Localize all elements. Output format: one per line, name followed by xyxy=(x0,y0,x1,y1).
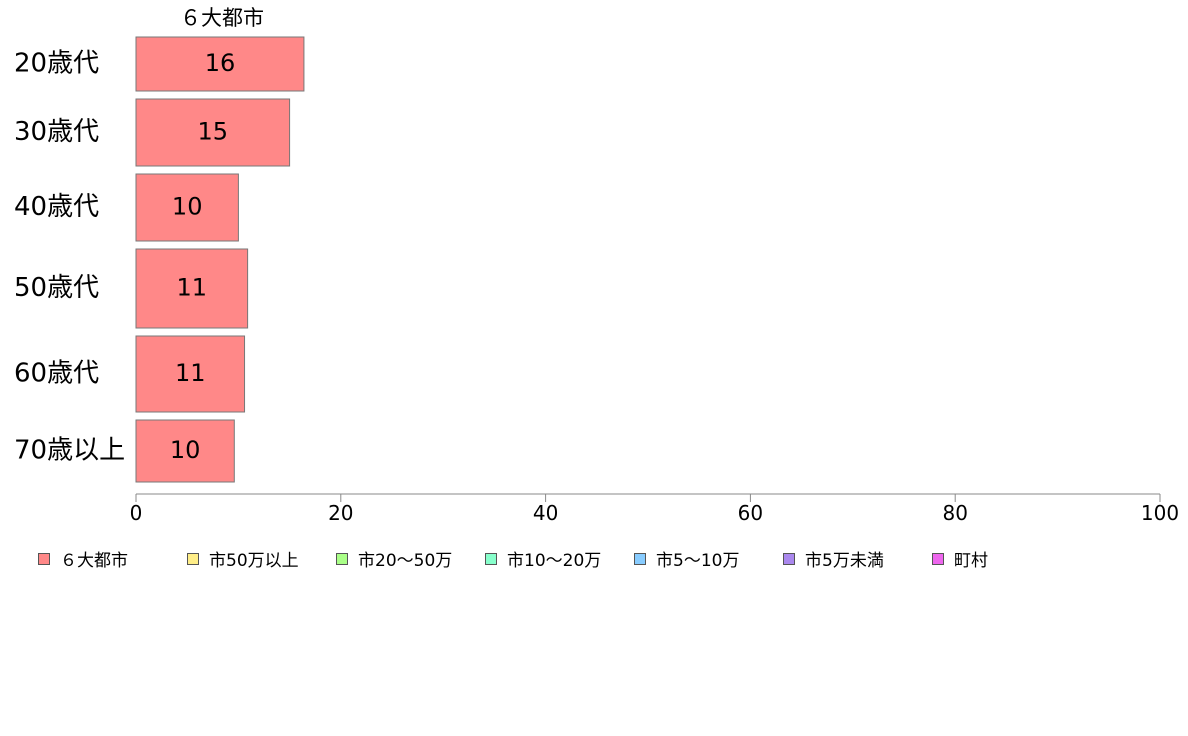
bar xyxy=(135,98,291,167)
bars-group: 20歳代 16 30歳代 15 40歳代 10 50歳代 11 60歳代 11 70歳以上 10 xyxy=(14,36,305,483)
x-tick-label: 20 xyxy=(328,501,353,525)
bar-value-label: 11 xyxy=(175,359,206,387)
bar-value-label: 11 xyxy=(177,274,208,302)
legend-swatch xyxy=(485,552,497,565)
bar-value-label: 10 xyxy=(172,193,203,221)
x-tick-label: 80 xyxy=(942,501,967,525)
x-axis: 0 20 40 60 80 100 xyxy=(130,493,1179,525)
category-label: 30歳代 xyxy=(14,117,99,147)
legend-item: ６大都市 xyxy=(38,546,187,571)
bar-value-label: 16 xyxy=(205,49,236,77)
legend-swatch xyxy=(187,552,199,565)
legend-swatch xyxy=(932,552,944,565)
bar-value-label: 10 xyxy=(170,436,201,464)
bar-value-label: 15 xyxy=(198,118,229,146)
legend-swatch xyxy=(336,552,348,565)
x-tick-label: 60 xyxy=(738,501,763,525)
legend-swatch xyxy=(38,552,50,565)
category-label: 70歳以上 xyxy=(14,436,125,466)
bar xyxy=(135,419,235,483)
bar xyxy=(135,335,246,413)
bar xyxy=(135,173,239,242)
legend-item: 市20～50万 xyxy=(336,546,485,571)
category-label: 20歳代 xyxy=(14,49,99,79)
legend-label: ６大都市 xyxy=(60,551,128,571)
legend: ６大都市 市50万以上 市20～50万 市10～20万 市5～10万 市5万未満 町村 xyxy=(38,546,1032,571)
x-tick-label: 100 xyxy=(1141,501,1179,525)
column-title: ６大都市 xyxy=(180,6,264,30)
category-label: 60歳代 xyxy=(14,359,99,389)
bar-chart: ６大都市 20歳代 16 30歳代 15 40歳代 10 50歳代 11 60歳代 11 70歳以上… xyxy=(14,6,1179,525)
legend-item: 市5～10万 xyxy=(634,546,783,571)
bar xyxy=(135,248,249,329)
legend-label: 市50万以上 xyxy=(209,551,299,571)
legend-item: 市10～20万 xyxy=(485,546,634,571)
legend-swatch xyxy=(634,552,646,565)
bar xyxy=(135,36,305,92)
x-tick-label: 0 xyxy=(130,501,143,525)
legend-swatch xyxy=(783,552,795,565)
legend-label: 町村 xyxy=(954,551,988,571)
x-tick-label: 40 xyxy=(533,501,558,525)
legend-item: 町村 xyxy=(932,546,1032,571)
legend-label: 市5～10万 xyxy=(656,551,740,571)
category-label: 50歳代 xyxy=(14,273,99,303)
legend-label: 市10～20万 xyxy=(507,551,602,571)
legend-item: 市50万以上 xyxy=(187,546,336,571)
legend-label: 市5万未満 xyxy=(805,551,884,571)
legend-item: 市5万未満 xyxy=(783,546,932,571)
category-label: 40歳代 xyxy=(14,192,99,222)
legend-label: 市20～50万 xyxy=(358,551,453,571)
